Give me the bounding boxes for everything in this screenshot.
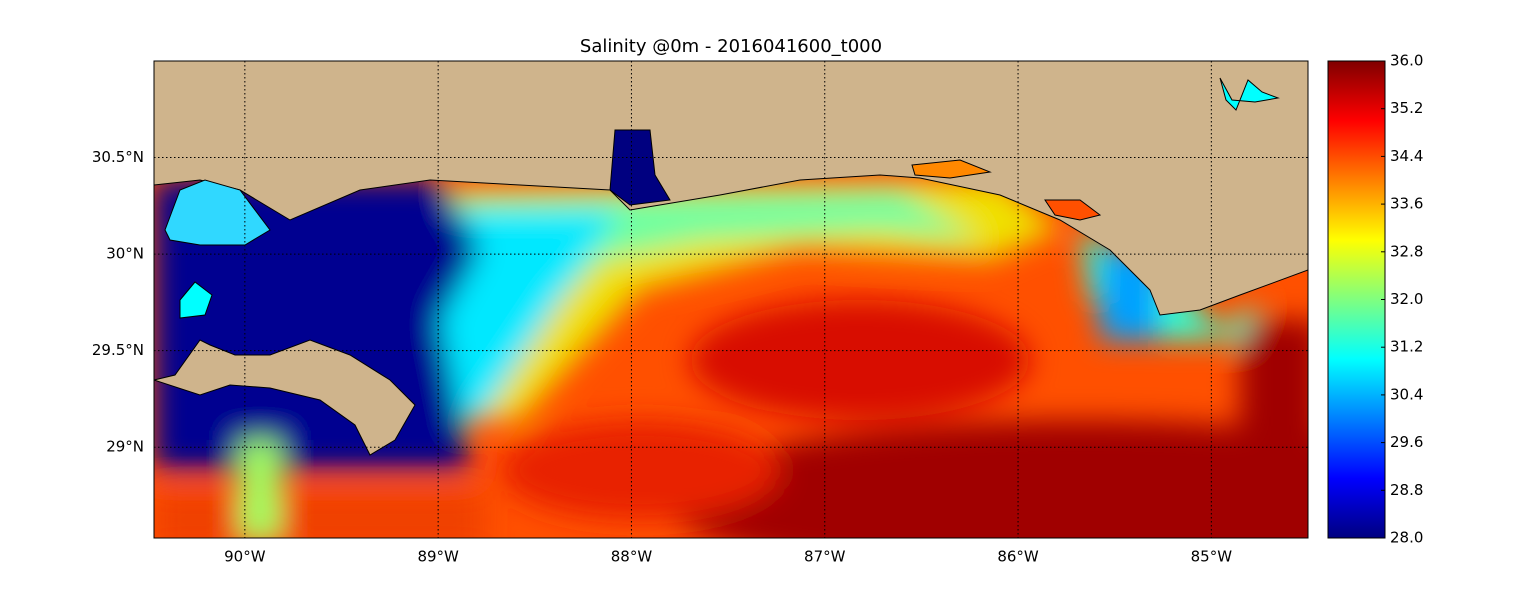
colorbar-tick-label: 33.6 [1390, 195, 1423, 213]
x-tick-label: 86°W [997, 548, 1039, 566]
chart-title: Salinity @0m - 2016041600_t000 [580, 36, 882, 57]
colorbar-tick-label: 28.8 [1390, 481, 1423, 499]
y-tick-label: 30°N [106, 245, 144, 263]
colorbar-tick-label: 28.0 [1390, 529, 1423, 547]
colorbar [1327, 60, 1386, 539]
colorbar-tick-label: 34.4 [1390, 147, 1423, 165]
colorbar-tick-label: 32.8 [1390, 242, 1423, 260]
map-frame [153, 60, 1309, 539]
y-tick-label: 29.5°N [92, 341, 144, 359]
colorbar-tick-label: 29.6 [1390, 433, 1423, 451]
x-tick-label: 88°W [611, 548, 653, 566]
x-tick-label: 85°W [1191, 548, 1233, 566]
y-tick-label: 29°N [106, 438, 144, 456]
colorbar-tick-label: 30.4 [1390, 385, 1423, 403]
y-tick-label: 30.5°N [92, 148, 144, 166]
colorbar-tick-label: 32.0 [1390, 290, 1423, 308]
colorbar-tick-label: 35.2 [1390, 99, 1423, 117]
x-tick-label: 87°W [804, 548, 846, 566]
colorbar-tick-label: 31.2 [1390, 338, 1423, 356]
salinity-field [154, 61, 1308, 538]
colorbar-tick-label: 36.0 [1390, 52, 1423, 70]
x-tick-label: 90°W [224, 548, 266, 566]
x-tick-label: 89°W [417, 548, 459, 566]
